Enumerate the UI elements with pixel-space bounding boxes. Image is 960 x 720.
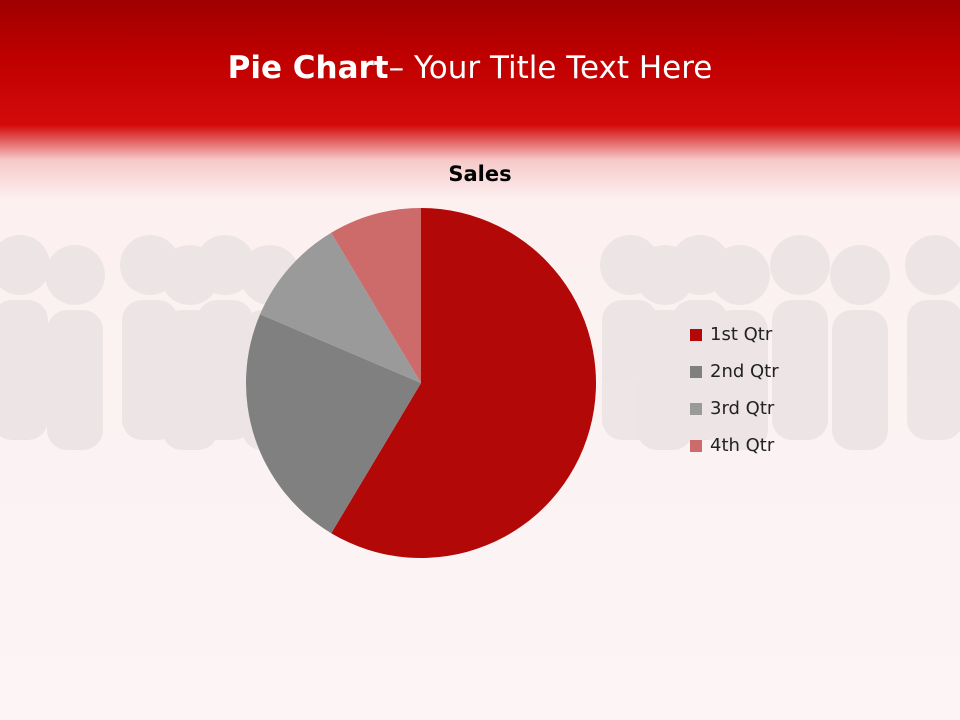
- legend-item: 1st Qtr: [690, 316, 779, 353]
- legend-label: 1st Qtr: [710, 324, 773, 345]
- legend-label: 3rd Qtr: [710, 398, 775, 419]
- slide-title: Pie Chart– Your Title Text Here: [227, 50, 713, 86]
- legend-swatch: [690, 365, 702, 378]
- legend-label: 2nd Qtr: [710, 361, 779, 382]
- legend-item: 3rd Qtr: [690, 390, 779, 427]
- chart-title: Sales: [448, 162, 512, 186]
- legend-swatch: [690, 439, 702, 452]
- legend-swatch: [690, 328, 702, 341]
- chart-legend: 1st Qtr 2nd Qtr 3rd Qtr 4th Qtr: [690, 316, 779, 464]
- legend-item: 4th Qtr: [690, 427, 779, 464]
- pie-slice-3: [260, 232, 421, 383]
- legend-label: 4th Qtr: [710, 435, 775, 456]
- pie-slice-4: [331, 208, 421, 383]
- crowd-background-illustration: [0, 235, 960, 450]
- legend-item: 2nd Qtr: [690, 353, 779, 390]
- pie-slice-1: [331, 208, 597, 558]
- legend-swatch: [690, 402, 702, 415]
- pie-slice-2: [245, 314, 421, 534]
